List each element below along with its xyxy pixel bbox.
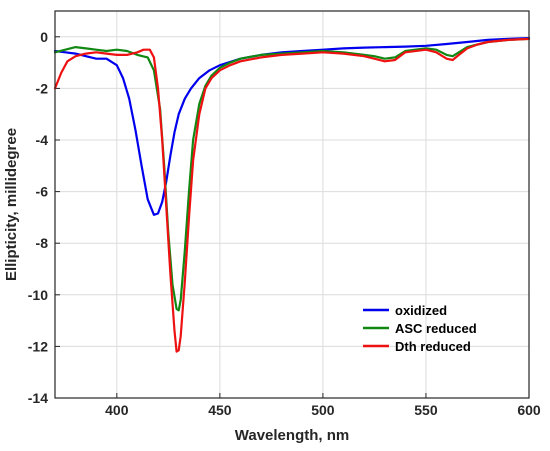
legend-label: oxidized [395,303,447,318]
y-tick-label: -4 [36,132,49,148]
legend-label: ASC reduced [395,321,477,336]
y-tick-label: -14 [28,390,48,406]
x-tick-label: 450 [208,402,232,418]
y-tick-labels: 0 -2 -4 -6 -8 -10 -12 -14 [28,29,48,406]
y-tick-label: 0 [40,29,48,45]
y-tick-label: -10 [28,287,48,303]
series-lines [53,36,531,353]
y-tick-label: -2 [36,80,49,96]
series-line-dth-reduced [53,37,531,353]
legend: oxidized ASC reduced Dth reduced [363,303,477,354]
x-tick-label: 550 [414,402,438,418]
y-tick-label: -8 [36,235,49,251]
series-line-oxidized [53,36,531,216]
x-tick-label: 600 [517,402,541,418]
legend-label: Dth reduced [395,339,471,354]
x-tick-label: 400 [105,402,129,418]
y-tick-label: -6 [36,184,49,200]
x-axis-label: Wavelength, nm [235,427,349,444]
series-line-asc-reduced [53,37,531,312]
plot-frame [54,10,530,399]
x-tick-label: 500 [311,402,335,418]
x-tick-labels: 400 450 500 550 600 [105,402,541,418]
y-axis-label: Ellipticity, millidegree [3,128,20,281]
y-tick-label: -12 [28,338,48,354]
